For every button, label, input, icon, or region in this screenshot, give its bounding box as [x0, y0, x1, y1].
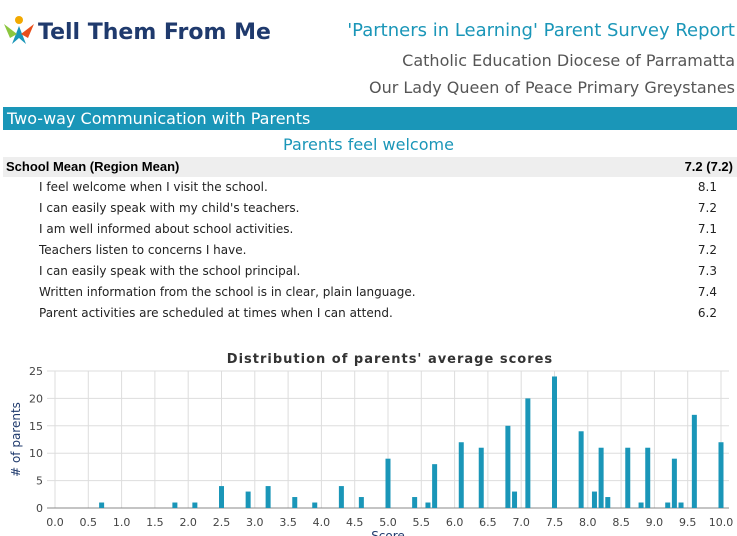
x-tick-label: 3.0: [246, 516, 264, 529]
bar: [219, 486, 224, 508]
x-tick-label: 9.5: [679, 516, 697, 529]
bar: [292, 497, 298, 508]
table-row: I can easily speak with my child's teach…: [39, 201, 717, 215]
row-label: I am well informed about school activiti…: [39, 222, 294, 236]
table-row: Written information from the school is i…: [39, 285, 717, 299]
chart: Distribution of parents' average scores 0…: [9, 352, 734, 536]
subtitle: Parents feel welcome: [283, 135, 454, 154]
bar: [412, 497, 418, 508]
y-tick-label: 5: [36, 475, 43, 488]
table-row: I am well informed about school activiti…: [39, 222, 717, 236]
bar: [678, 502, 684, 508]
bar: [625, 447, 631, 508]
bar: [478, 447, 484, 508]
y-axis-label: # of parents: [9, 402, 23, 477]
bar: [505, 425, 511, 508]
bar: [172, 502, 178, 508]
y-tick-label: 20: [29, 392, 43, 405]
bar: [591, 491, 597, 508]
x-tick-label: 5.0: [379, 516, 397, 529]
chart-title: Distribution of parents' average scores: [227, 352, 553, 367]
x-tick-label: 4.5: [346, 516, 364, 529]
row-label: Written information from the school is i…: [39, 285, 416, 299]
y-tick-label: 15: [29, 420, 43, 433]
x-tick-label: 0.0: [46, 516, 64, 529]
mean-value: 7.2 (7.2): [684, 159, 733, 174]
bar: [718, 442, 724, 508]
x-tick-label: 10.0: [709, 516, 734, 529]
row-value: 7.4: [697, 285, 717, 299]
x-tick-label: 7.5: [546, 516, 564, 529]
x-tick-label: 7.0: [512, 516, 530, 529]
bar: [665, 502, 671, 508]
bar: [671, 458, 677, 508]
row-label: I can easily speak with my child's teach…: [39, 201, 300, 215]
bar: [358, 497, 364, 508]
section-title: Two-way Communication with Parents: [7, 109, 311, 128]
bar: [192, 502, 198, 508]
report-title: 'Partners in Learning' Parent Survey Rep…: [347, 20, 735, 41]
x-tick-label: 8.0: [579, 516, 597, 529]
row-value: 7.1: [697, 222, 717, 236]
row-value: 7.2: [697, 201, 717, 215]
row-label: Teachers listen to concerns I have.: [39, 243, 247, 257]
x-tick-label: 5.5: [413, 516, 431, 529]
bar: [245, 491, 251, 508]
mean-row: School Mean (Region Mean) 7.2 (7.2): [3, 157, 737, 177]
bar: [338, 486, 344, 508]
table-row: Parent activities are scheduled at times…: [39, 306, 717, 320]
x-tick-label: 2.5: [213, 516, 231, 529]
x-tick-label: 8.5: [612, 516, 630, 529]
bar: [605, 497, 611, 508]
x-tick-label: 2.0: [179, 516, 197, 529]
table-row: Teachers listen to concerns I have. 7.2: [39, 243, 717, 257]
x-axis-label: Score: [371, 529, 405, 536]
table-row: I can easily speak with the school princ…: [39, 264, 717, 278]
bar: [312, 502, 318, 508]
bar: [265, 486, 271, 508]
bar: [598, 447, 604, 508]
bar: [578, 431, 584, 508]
row-value: 8.1: [697, 180, 717, 194]
row-value: 7.2: [697, 243, 717, 257]
y-tick-label: 25: [29, 365, 43, 378]
diocese: Catholic Education Diocese of Parramatta: [402, 51, 735, 70]
x-tick-label: 9.0: [646, 516, 664, 529]
x-tick-label: 1.5: [146, 516, 164, 529]
y-tick-label: 0: [36, 502, 43, 515]
bar: [512, 491, 518, 508]
row-value: 7.3: [697, 264, 717, 278]
bar: [638, 502, 644, 508]
bar: [432, 464, 438, 508]
bar: [385, 458, 391, 508]
x-tick-label: 4.0: [313, 516, 331, 529]
logo-text: Tell Them From Me: [38, 20, 271, 45]
bar: [552, 376, 557, 508]
bar: [458, 442, 464, 508]
bar: [645, 447, 651, 508]
table-row: I feel welcome when I visit the school. 8…: [39, 180, 717, 194]
x-tick-label: 0.5: [80, 516, 98, 529]
bar: [99, 502, 105, 508]
bar: [691, 414, 697, 508]
x-tick-label: 3.5: [279, 516, 297, 529]
x-tick-label: 6.0: [446, 516, 464, 529]
y-tick-label: 10: [29, 447, 43, 460]
x-tick-label: 6.5: [479, 516, 497, 529]
row-label: I feel welcome when I visit the school.: [39, 180, 268, 194]
row-label: I can easily speak with the school princ…: [39, 264, 301, 278]
row-label: Parent activities are scheduled at times…: [39, 306, 393, 320]
school: Our Lady Queen of Peace Primary Greystan…: [368, 78, 735, 97]
logo-icon: [4, 16, 34, 44]
section-bar: Two-way Communication with Parents: [3, 107, 737, 130]
mean-label: School Mean (Region Mean): [6, 159, 180, 174]
bar: [525, 398, 531, 508]
bar: [425, 502, 431, 508]
row-value: 6.2: [697, 306, 717, 320]
x-tick-label: 1.0: [113, 516, 131, 529]
